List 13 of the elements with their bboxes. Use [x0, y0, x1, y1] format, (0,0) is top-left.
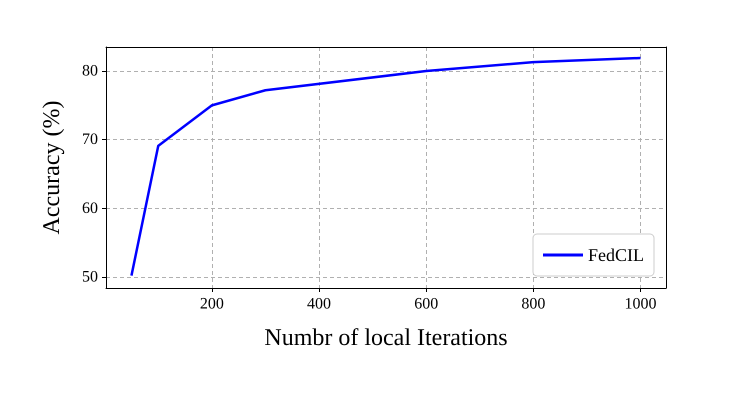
y-tick-label: 70: [82, 131, 98, 148]
y-tick-label: 80: [82, 62, 98, 80]
legend-label: FedCIL: [588, 245, 644, 265]
y-tick-label: 50: [82, 268, 98, 286]
x-tick-label: 600: [414, 296, 438, 312]
x-axis-title: Numbr of local Iterations: [264, 325, 508, 351]
x-tick-label: 200: [200, 296, 224, 312]
y-tick-label: 60: [82, 200, 98, 217]
y-axis-title: Accuracy (%): [39, 100, 65, 234]
x-tick-label: 400: [307, 296, 332, 312]
line-series: [130, 56, 642, 277]
x-tick-label: 1000: [624, 296, 657, 312]
x-tick-label: 800: [521, 296, 546, 312]
